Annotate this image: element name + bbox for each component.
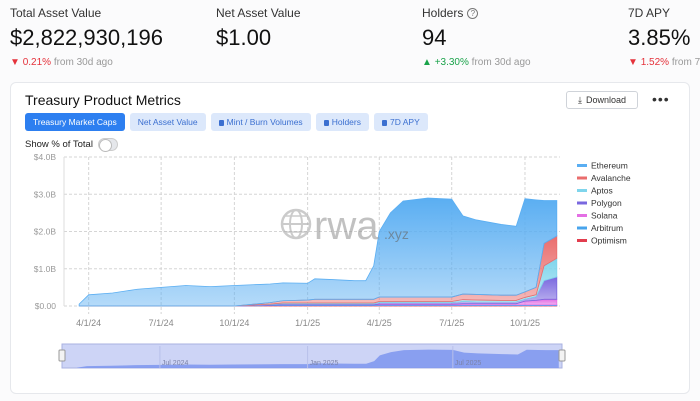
x-tick-label: 4/1/25: [367, 318, 392, 328]
show-percent-toggle-row: Show % of Total: [25, 138, 118, 152]
legend-swatch-aptos: [577, 189, 587, 192]
lock-icon: [381, 120, 387, 126]
more-options-button[interactable]: •••: [652, 91, 670, 107]
stat-change: ▲ +3.30% from 30d ago: [422, 57, 531, 68]
x-tick-label: 7/1/24: [149, 318, 174, 328]
stat-7d-apy: 7D APY 3.85% ▼ 1.52% from 7d: [628, 6, 700, 68]
navigator-handle-right[interactable]: [558, 349, 566, 362]
navigator-handle-left[interactable]: [58, 349, 66, 362]
stat-value: $2,822,930,196: [10, 25, 163, 50]
x-tick-label: 10/1/25: [510, 318, 540, 328]
legend-swatch-arbitrum: [577, 226, 587, 230]
y-tick-label: $4.0B: [34, 152, 57, 162]
x-tick-label: 10/1/24: [219, 318, 249, 328]
legend-item-aptos[interactable]: Aptos: [591, 186, 613, 196]
lock-icon: [323, 120, 329, 126]
triangle-down-icon: ▼: [628, 57, 638, 68]
x-tick-label: 1/1/25: [295, 318, 320, 328]
legend-item-ethereum[interactable]: Ethereum: [591, 161, 628, 171]
stat-value: 94: [422, 25, 447, 50]
help-circle-icon[interactable]: ?: [467, 7, 479, 19]
card-title: Treasury Product Metrics: [25, 92, 181, 108]
tab-net-asset-value[interactable]: Net Asset Value: [129, 113, 206, 131]
stat-change: ▼ 1.52% from 7d: [628, 57, 700, 68]
legend-item-arbitrum[interactable]: Arbitrum: [591, 223, 623, 233]
navigator-label: Jan 2025: [310, 360, 339, 367]
stat-label: 7D APY: [628, 6, 671, 20]
stat-change: ▼ 0.21% from 30d ago: [10, 57, 113, 68]
y-tick-label: $2.0B: [34, 227, 57, 237]
triangle-up-icon: ▲: [422, 57, 432, 68]
watermark-suffix: .xyz: [384, 226, 409, 242]
metric-tabs: Treasury Market Caps Net Asset Value Mint …: [25, 113, 428, 131]
tab-7d-apy[interactable]: 7D APY: [373, 113, 428, 131]
navigator-label: Jul 2025: [455, 360, 482, 367]
tab-treasury-market-caps[interactable]: Treasury Market Caps: [25, 113, 125, 131]
y-tick-label: $1.0B: [34, 264, 57, 274]
tab-holders[interactable]: Holders: [315, 113, 369, 131]
watermark: rwa .xyz: [280, 204, 409, 248]
stat-label: Net Asset Value: [216, 6, 301, 20]
legend-item-polygon[interactable]: Polygon: [591, 198, 622, 208]
legend-swatch-ethereum: [577, 164, 587, 167]
legend-swatch-polygon: [577, 201, 587, 205]
legend-item-avalanche[interactable]: Avalanche: [591, 173, 631, 183]
stat-holders: Holders? 94 ▲ +3.30% from 30d ago: [422, 6, 531, 68]
legend-item-optimism[interactable]: Optimism: [591, 236, 627, 246]
navigator-label: Jul 2024: [162, 360, 189, 367]
lock-icon: [218, 120, 224, 126]
legend-swatch-optimism: [577, 239, 587, 242]
stat-label: Holders: [422, 6, 464, 20]
stat-label: Total Asset Value: [10, 6, 102, 20]
legend-item-solana[interactable]: Solana: [591, 211, 618, 221]
y-tick-label: $0.00: [35, 301, 57, 311]
download-button[interactable]: ⤓ Download: [566, 91, 638, 109]
stat-value: 3.85%: [628, 25, 691, 50]
show-percent-toggle[interactable]: [97, 138, 118, 152]
legend-swatch-avalanche: [577, 176, 587, 180]
x-tick-label: 7/1/25: [439, 318, 464, 328]
watermark-text: rwa: [314, 204, 379, 248]
download-icon: ⤓: [577, 94, 582, 105]
toggle-label: Show % of Total: [25, 139, 93, 150]
navigator-series: [77, 349, 559, 368]
area-ethereum[interactable]: [78, 197, 558, 307]
x-tick-label: 4/1/24: [76, 318, 101, 328]
stat-total-asset-value: Total Asset Value $2,822,930,196 ▼ 0.21% f…: [10, 6, 163, 68]
stat-net-asset-value: Net Asset Value $1.00: [216, 6, 301, 51]
treasury-metrics-card: Treasury Product Metrics ⤓ Download ••• T…: [10, 82, 690, 394]
triangle-down-icon: ▼: [10, 57, 20, 68]
stat-value: $1.00: [216, 25, 272, 50]
y-tick-label: $3.0B: [34, 189, 57, 199]
tab-mint-burn-volumes[interactable]: Mint / Burn Volumes: [210, 113, 311, 131]
legend-swatch-solana: [577, 214, 587, 217]
